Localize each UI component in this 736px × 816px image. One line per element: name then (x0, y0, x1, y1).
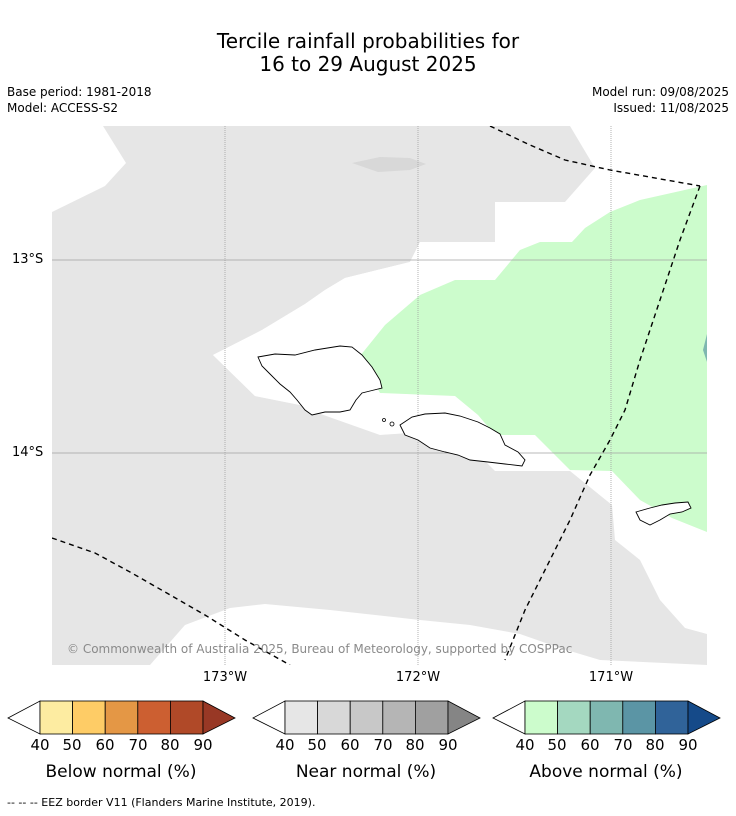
meta-right: Model run: 09/08/2025 Issued: 11/08/2025 (592, 84, 729, 116)
legend-swatch (654, 700, 689, 735)
legend-swatch (104, 700, 139, 735)
legend-tick: 90 (678, 736, 698, 754)
legend-swatch (382, 700, 416, 735)
legend-tick: 70 (128, 736, 148, 754)
legend-swatch (622, 700, 656, 735)
legend-swatch (557, 700, 591, 735)
legend-tick: 50 (307, 736, 327, 754)
legend-swatch (169, 700, 204, 735)
legend-swatch (349, 700, 384, 735)
lat-label-14s: 14°S (12, 445, 44, 460)
eez-borders (52, 126, 701, 665)
lon-label-173w: 173°W (202, 670, 248, 685)
model-run: Model run: 09/08/2025 (591, 85, 729, 99)
map-panel (52, 126, 707, 665)
legend-tick: 70 (613, 736, 633, 754)
island-upolu (399, 412, 526, 467)
legend-tick: 60 (580, 736, 600, 754)
legend-tick: 80 (645, 736, 665, 754)
near-normal-50-patch (352, 157, 426, 172)
chart-title: Tercile rainfall probabilities for 16 to… (0, 30, 736, 76)
legend-tick: 40 (515, 736, 535, 754)
legend-tick: 80 (160, 736, 180, 754)
legend-caption-near: Near normal (%) (295, 762, 437, 782)
legend-tick: 90 (193, 736, 213, 754)
legend-tick: 90 (438, 736, 458, 754)
legend-tick: 40 (275, 736, 295, 754)
legend-tick: 70 (373, 736, 393, 754)
title-line-1: Tercile rainfall probabilities for (216, 29, 520, 53)
island-tutuila (635, 501, 692, 526)
legend-tick: 60 (95, 736, 115, 754)
issued-date: Issued: 11/08/2025 (613, 101, 729, 115)
legend-swatch (524, 700, 558, 735)
legend-tick: 40 (30, 736, 50, 754)
island-savaii (257, 345, 383, 416)
clear-region-south (150, 604, 707, 665)
islet (382, 418, 386, 422)
legend-tick: 50 (62, 736, 82, 754)
legend-swatch (137, 700, 171, 735)
legend-tick: 60 (340, 736, 360, 754)
legend-tick: 50 (547, 736, 567, 754)
legend-swatch (72, 700, 106, 735)
legend-above-normal: 40 50 60 70 80 90 Above normal (%) (492, 700, 722, 782)
lon-label-172w: 172°W (395, 670, 441, 685)
title-line-2: 16 to 29 August 2025 (259, 52, 477, 76)
legend-tick: 80 (405, 736, 425, 754)
legend-swatch (317, 700, 351, 735)
copyright-notice: © Commonwealth of Australia 2025, Bureau… (67, 642, 573, 656)
legend-swatch (414, 700, 449, 735)
above-normal-60-patch (703, 334, 707, 362)
legend-colorbar-above (492, 700, 721, 735)
base-period: Base period: 1981-2018 (7, 85, 152, 99)
legend-caption-above: Above normal (%) (529, 762, 683, 782)
legend-near-normal: 40 50 60 70 80 90 Near normal (%) (252, 700, 482, 782)
gridlines (52, 126, 707, 665)
islet (389, 421, 395, 427)
legend-swatch-max (447, 700, 481, 735)
model-name: Model: ACCESS-S2 (7, 101, 119, 115)
legend-colorbar-near (252, 700, 481, 735)
legend-caption-below: Below normal (%) (45, 762, 197, 782)
legend-colorbar-below (7, 700, 236, 735)
legend-swatch (589, 700, 624, 735)
meta-left: Base period: 1981-2018 Model: ACCESS-S2 (7, 84, 152, 116)
legend-swatch (39, 700, 73, 735)
legend-swatch-max (687, 700, 721, 735)
lat-label-13s: 13°S (12, 252, 44, 267)
eez-footnote: -- -- -- EEZ border V11 (Flanders Marine… (7, 796, 316, 809)
lon-label-171w: 171°W (588, 670, 634, 685)
legend-below-normal: 40 50 60 70 80 90 Below normal (%) (7, 700, 237, 782)
legend-swatch (284, 700, 318, 735)
legend-swatch-max (202, 700, 236, 735)
above-normal-region (360, 185, 707, 532)
